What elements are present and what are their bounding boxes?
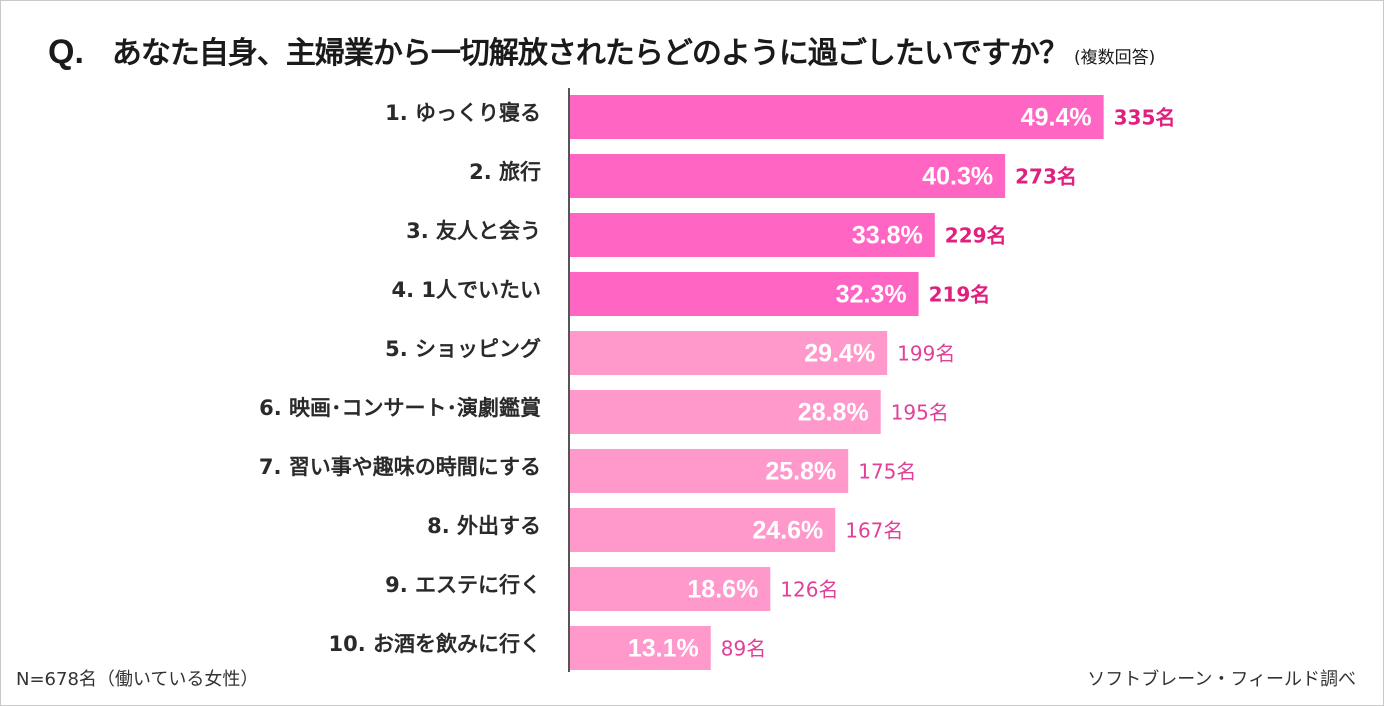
value-label-8: 24.6% xyxy=(752,517,823,545)
sample-size-note: N=678名（働いている女性） xyxy=(16,669,259,690)
count-label-7: 175名 xyxy=(858,460,916,484)
category-label-7: 7. 習い事や趣味の時間にする xyxy=(259,455,541,479)
category-label-2: 2. 旅行 xyxy=(469,160,541,184)
value-label-5: 29.4% xyxy=(804,340,875,368)
category-label-8: 8. 外出する xyxy=(427,514,541,538)
value-label-10: 13.1% xyxy=(628,635,699,663)
value-label-6: 28.8% xyxy=(798,399,869,427)
question-text: あなた自身、主婦業から一切解放されたらどのように過ごしたいですか？ xyxy=(111,36,1069,71)
bar-5 xyxy=(569,331,888,375)
count-label-9: 126名 xyxy=(780,578,838,602)
chart-title: Q. あなた自身、主婦業から一切解放されたらどのように過ごしたいですか？ (複数回答… xyxy=(48,28,1155,72)
value-label-3: 33.8% xyxy=(852,222,923,250)
bar-1 xyxy=(569,95,1104,139)
bar-2 xyxy=(569,154,1006,198)
category-label-1: 1. ゆっくり寝る xyxy=(385,101,541,125)
count-label-8: 167名 xyxy=(845,519,903,543)
count-label-2: 273名 xyxy=(1015,165,1077,189)
bar-10 xyxy=(569,626,711,670)
category-label-6: 6. 映画･コンサート･演劇鑑賞 xyxy=(259,396,541,420)
value-label-4: 32.3% xyxy=(836,281,907,309)
count-label-3: 229名 xyxy=(945,224,1007,248)
bar-8 xyxy=(569,508,836,552)
category-label-3: 3. 友人と会う xyxy=(406,219,541,243)
bar-3 xyxy=(569,213,935,257)
bar-6 xyxy=(569,390,881,434)
category-label-4: 4. 1人でいたい xyxy=(391,278,541,302)
question-note: (複数回答) xyxy=(1074,48,1156,68)
bar-4 xyxy=(569,272,919,316)
value-label-2: 40.3% xyxy=(922,163,993,191)
source-note: ソフトブレーン・フィールド調べ xyxy=(1087,669,1356,690)
count-label-4: 219名 xyxy=(929,283,991,307)
category-label-5: 5. ショッピング xyxy=(385,337,541,361)
category-label-9: 9. エステに行く xyxy=(385,573,541,597)
count-label-6: 195名 xyxy=(891,401,949,425)
question-prefix: Q. xyxy=(48,33,84,71)
count-label-5: 199名 xyxy=(897,342,955,366)
category-label-10: 10. お酒を飲みに行く xyxy=(328,632,541,656)
value-label-7: 25.8% xyxy=(765,458,836,486)
count-label-1: 335名 xyxy=(1114,106,1176,130)
value-label-9: 18.6% xyxy=(687,576,758,604)
value-label-1: 49.4% xyxy=(1021,104,1092,132)
bar-7 xyxy=(569,449,849,493)
bar-9 xyxy=(569,567,771,611)
count-label-10: 89名 xyxy=(721,637,766,661)
